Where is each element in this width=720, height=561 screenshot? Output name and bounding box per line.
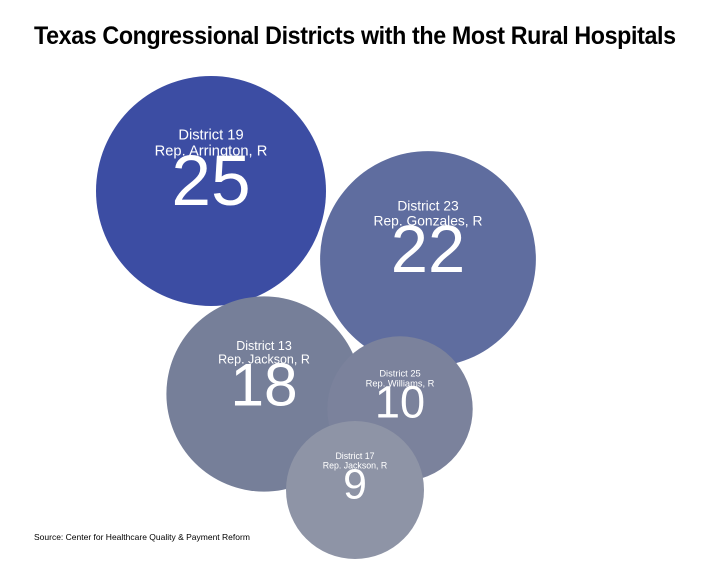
bubble-representative-label: Rep. Jackson, R	[323, 461, 388, 471]
bubble-district-label: District 25	[379, 368, 420, 378]
bubble-representative-label: Rep. Williams, R	[366, 378, 435, 388]
bubble-circle	[320, 151, 536, 367]
bubble-value-label: 18	[230, 351, 297, 419]
bubble-district-label: District 13	[236, 339, 292, 353]
bubble-value-label: 9	[343, 460, 367, 508]
bubble-district-label: District 17	[335, 451, 374, 461]
bubble-circle	[286, 421, 424, 559]
bubble-representative-label: Rep. Gonzales, R	[374, 214, 483, 229]
bubble-value-label: 25	[171, 141, 250, 221]
bubble-district-label: District 19	[178, 127, 243, 143]
source-note: Source: Center for Healthcare Quality & …	[34, 532, 250, 542]
bubble-district-label: District 23	[397, 198, 459, 213]
bubble-representative-label: Rep. Arrington, R	[155, 143, 268, 159]
bubble-representative-label: Rep. Jackson, R	[218, 353, 310, 367]
bubble-circle	[96, 76, 326, 306]
bubble-value-label: 22	[391, 212, 465, 287]
bubble-value-label: 10	[375, 377, 425, 428]
chart-title: Texas Congressional Districts with the M…	[34, 22, 676, 50]
